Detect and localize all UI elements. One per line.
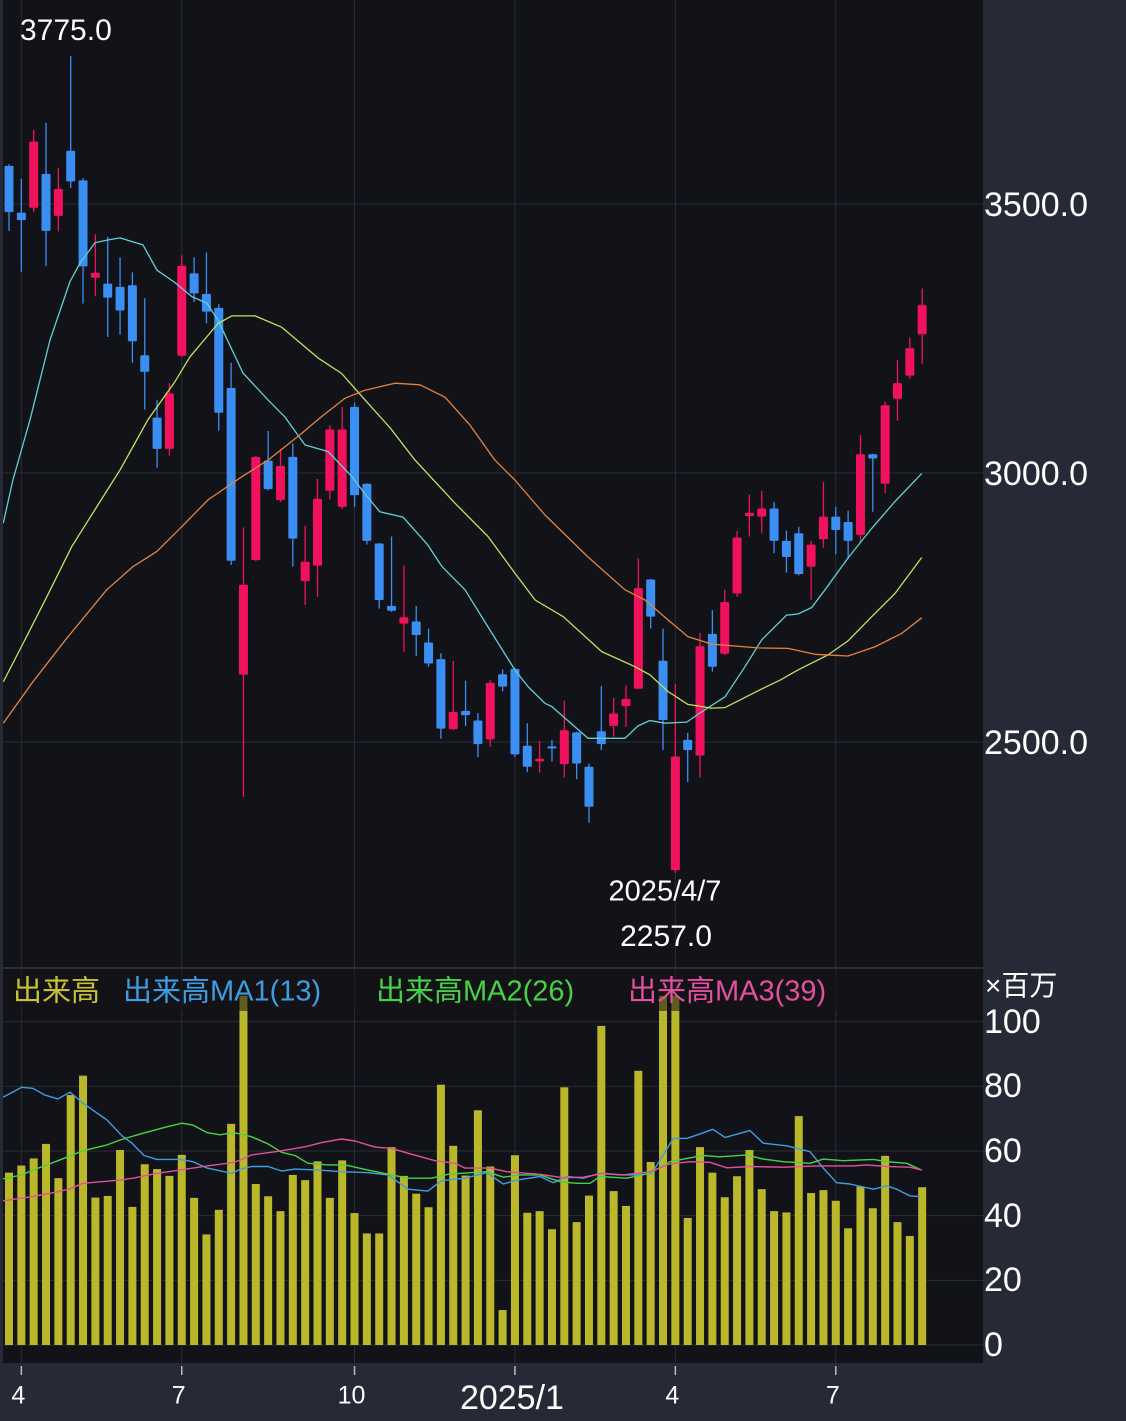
- volume-tick-label: 100: [984, 1002, 1041, 1041]
- legend-volume-ma3: 出来高MA3(39): [628, 975, 827, 1008]
- legend-volume: 出来高: [13, 975, 101, 1008]
- volume-tick-label: 60: [984, 1132, 1022, 1170]
- time-tick-label: 4: [11, 1381, 26, 1410]
- time-tick-label: 10: [337, 1381, 366, 1410]
- legend-volume-ma1: 出来高MA1(13): [123, 975, 322, 1008]
- price-tick-label: 3500.0: [984, 186, 1088, 225]
- time-axis-ticks: [20, 1366, 837, 1375]
- volume-tick-label: 80: [984, 1067, 1022, 1106]
- volume-tick-label: 40: [984, 1196, 1022, 1235]
- legend-volume-ma2: 出来高MA2(26): [376, 975, 575, 1008]
- volume-unit-label: ×百万: [985, 970, 1058, 1001]
- time-tick-label: 7: [825, 1381, 840, 1410]
- period-low-value-label: 2257.0: [620, 920, 712, 953]
- price-pane[interactable]: [3, 0, 983, 968]
- period-low-date-label: 2025/4/7: [608, 875, 722, 908]
- time-tick-label-year: 2025/1: [459, 1379, 564, 1417]
- time-tick-label: 4: [665, 1381, 680, 1410]
- chart-area[interactable]: [3, 0, 983, 1363]
- volume-legend-background: [3, 971, 983, 1011]
- volume-tick-label: 0: [984, 1326, 1003, 1364]
- volume-tick-label: 20: [984, 1261, 1022, 1300]
- time-tick-label: 7: [171, 1381, 186, 1410]
- period-high-label: 3775.0: [20, 14, 112, 47]
- price-tick-label: 3000.0: [984, 455, 1088, 494]
- price-tick-label: 2500.0: [984, 724, 1088, 763]
- volume-pane[interactable]: [3, 968, 983, 1363]
